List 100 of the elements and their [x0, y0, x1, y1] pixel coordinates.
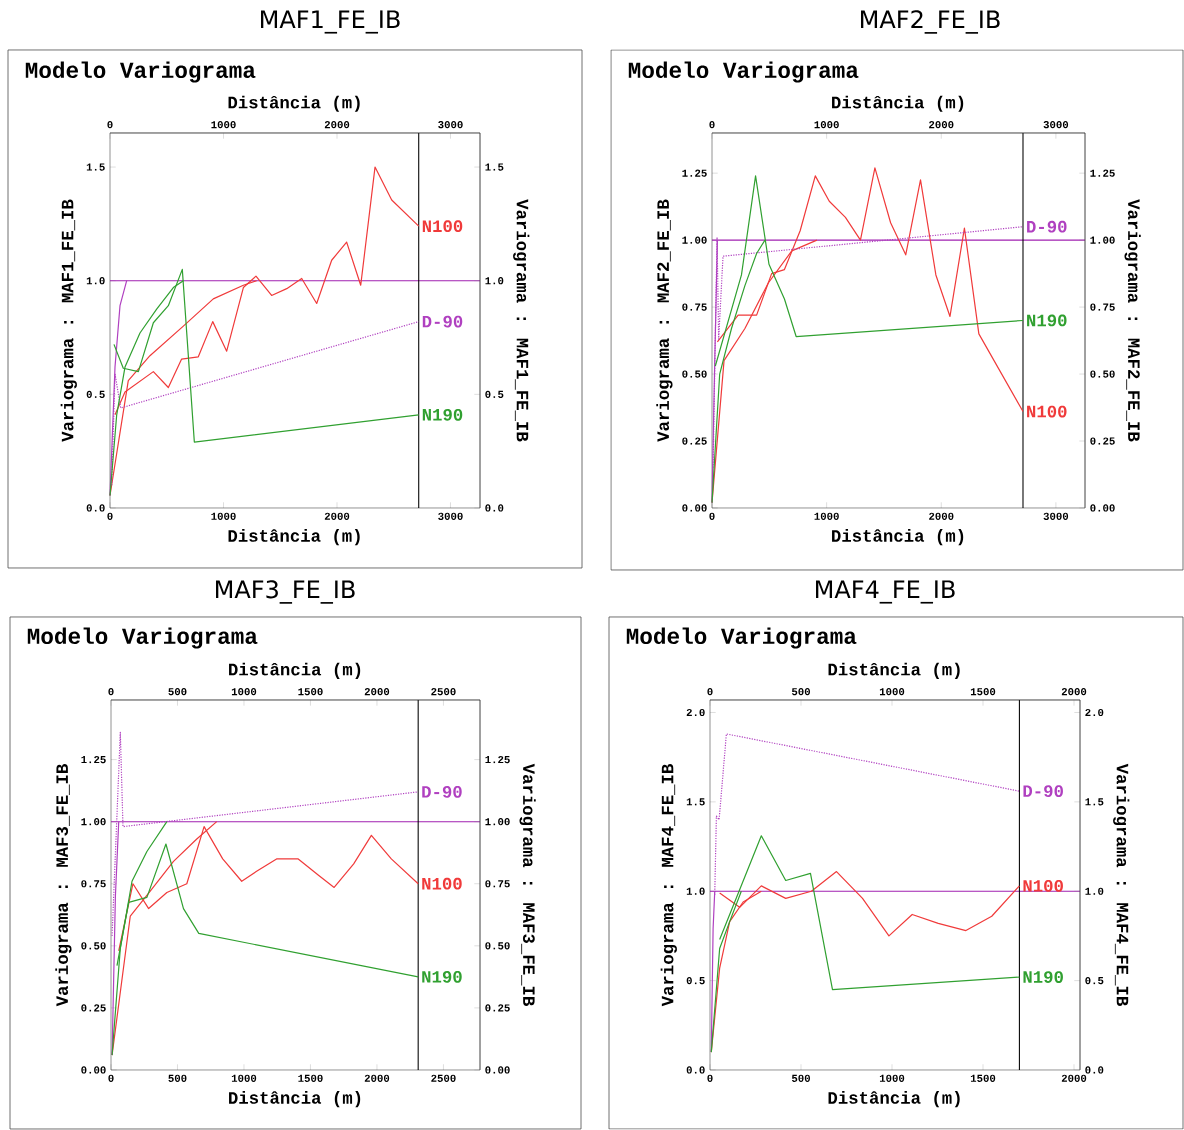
- x2-axis-title: Distância (m): [832, 95, 964, 112]
- y2-tick-label: 0.50: [485, 942, 510, 950]
- y2-tick-label: 0.0: [1085, 1066, 1104, 1074]
- y2-tick-label: 0.0: [485, 504, 504, 512]
- y-axis-title: Variograma : MAF2_FE_IB: [656, 199, 673, 442]
- chart-title: MAF3_FE_IB: [216, 580, 355, 604]
- y-tick-label: 0.50: [682, 370, 707, 378]
- y2-tick-label: 1.25: [1090, 169, 1115, 177]
- x2-axis-title: Distância (m): [229, 662, 361, 679]
- y2-tick-label: 0.75: [1090, 303, 1115, 311]
- y-axis-title: Variograma : MAF3_FE_IB: [55, 764, 72, 1007]
- y2-tick-label: 0.50: [1090, 370, 1115, 378]
- y-tick-label: 0.0: [686, 1066, 705, 1074]
- y2-axis-title: Variograma : MAF4_FE_IB: [1113, 763, 1130, 1006]
- y-tick-label: 0.25: [81, 1004, 106, 1012]
- x-tick-label: 3000: [438, 512, 463, 520]
- x2-tick-label: 500: [168, 688, 187, 696]
- chart-title: MAF2_FE_IB: [861, 10, 1000, 34]
- x2-tick-label: 0: [707, 688, 713, 696]
- x2-tick-label: 2000: [364, 688, 390, 696]
- x-tick-label: 0: [108, 1074, 114, 1082]
- x-tick-label: 1000: [231, 1074, 257, 1082]
- x-tick-label: 2000: [929, 512, 954, 520]
- y-axis-title: Variograma : MAF4_FE_IB: [660, 764, 677, 1007]
- y2-tick-label: 1.5: [1085, 798, 1104, 806]
- x-axis-title: Distância (m): [228, 529, 360, 546]
- series-label: D-90: [422, 785, 462, 798]
- x2-tick-label: 1500: [298, 688, 323, 696]
- y2-tick-label: 1.25: [485, 755, 510, 764]
- y2-tick-label: 0.25: [1090, 437, 1115, 445]
- y2-tick-label: 1.5: [485, 163, 504, 171]
- chart-subtitle: Modelo Variograma: [626, 627, 857, 649]
- series-label: D-90: [1023, 785, 1063, 798]
- y-tick-label: 1.5: [686, 798, 705, 806]
- x2-axis-title: Distância (m): [828, 662, 960, 679]
- series-label: N100: [422, 220, 463, 233]
- y2-tick-label: 1.0: [485, 277, 504, 285]
- x-tick-label: 1000: [814, 512, 839, 520]
- y2-tick-label: 1.0: [1085, 887, 1104, 895]
- y-tick-label: 1.00: [682, 236, 707, 244]
- x2-tick-label: 0: [709, 121, 715, 129]
- series-label: N190: [422, 408, 463, 421]
- x2-tick-label: 2000: [324, 121, 350, 129]
- x-tick-label: 500: [791, 1074, 810, 1082]
- chart-title: MAF1_FE_IB: [261, 10, 400, 34]
- y-axis-title: Variograma : MAF1_FE_IB: [60, 199, 77, 442]
- y-tick-label: 0.00: [81, 1066, 106, 1074]
- y-tick-label: 1.0: [86, 277, 105, 285]
- x2-tick-label: 1000: [879, 688, 905, 696]
- chart-subtitle: Modelo Variograma: [25, 61, 256, 83]
- y2-tick-label: 0.25: [485, 1004, 510, 1012]
- series-label: N100: [1023, 879, 1063, 892]
- y-tick-label: 2.0: [686, 708, 705, 717]
- x2-tick-label: 2000: [1061, 688, 1087, 696]
- x2-tick-label: 1000: [211, 121, 236, 129]
- x-tick-label: 2000: [1061, 1074, 1087, 1082]
- y2-tick-label: 0.75: [485, 880, 510, 888]
- y-tick-label: 0.25: [682, 437, 707, 445]
- y-tick-label: 0.00: [682, 504, 707, 512]
- y2-tick-label: 2.0: [1085, 708, 1104, 717]
- chart-title: MAF4_FE_IB: [816, 580, 955, 604]
- x2-tick-label: 0: [107, 121, 113, 129]
- x-tick-label: 1500: [298, 1074, 323, 1082]
- x-tick-label: 0: [707, 1074, 713, 1082]
- y-tick-label: 1.25: [682, 169, 707, 177]
- series-label: N190: [1023, 971, 1063, 983]
- x-tick-label: 2000: [324, 512, 350, 520]
- y-tick-label: 1.0: [686, 887, 705, 895]
- y-tick-label: 0.0: [86, 504, 105, 512]
- y2-axis-title: Variograma : MAF3_FE_IB: [519, 763, 536, 1006]
- x-tick-label: 0: [709, 512, 715, 520]
- x-tick-label: 2000: [364, 1074, 390, 1082]
- y-tick-label: 0.50: [81, 942, 106, 950]
- y2-tick-label: 1.00: [1090, 236, 1115, 244]
- y2-axis-title: Variograma : MAF1_FE_IB: [513, 199, 530, 442]
- x-tick-label: 0: [107, 512, 113, 520]
- y-tick-label: 1.00: [81, 818, 106, 826]
- x-tick-label: 3000: [1043, 512, 1069, 520]
- y-tick-label: 1.5: [86, 163, 105, 171]
- x2-tick-label: 500: [791, 688, 810, 696]
- x-axis-title: Distância (m): [229, 1091, 361, 1108]
- x-tick-label: 1500: [970, 1074, 996, 1082]
- y2-tick-label: 0.00: [485, 1066, 510, 1074]
- y-tick-label: 0.75: [81, 880, 106, 888]
- chart-subtitle: Modelo Variograma: [628, 61, 859, 83]
- y2-tick-label: 1.00: [485, 818, 510, 826]
- x2-tick-label: 3000: [1043, 121, 1069, 129]
- y2-tick-label: 0.5: [485, 390, 504, 398]
- x-tick-label: 500: [168, 1074, 187, 1082]
- y2-tick-label: 0.00: [1090, 504, 1115, 512]
- x2-tick-label: 1500: [970, 688, 996, 696]
- x-axis-title: Distância (m): [828, 1091, 960, 1108]
- y2-tick-label: 0.5: [1085, 977, 1104, 985]
- y-tick-label: 0.75: [682, 303, 707, 311]
- y-tick-label: 0.5: [686, 977, 705, 985]
- x2-tick-label: 0: [108, 688, 114, 696]
- series-label: N190: [422, 970, 462, 983]
- chart-subtitle: Modelo Variograma: [27, 627, 258, 649]
- x2-tick-label: 2000: [929, 121, 954, 129]
- y-tick-label: 0.5: [86, 390, 105, 398]
